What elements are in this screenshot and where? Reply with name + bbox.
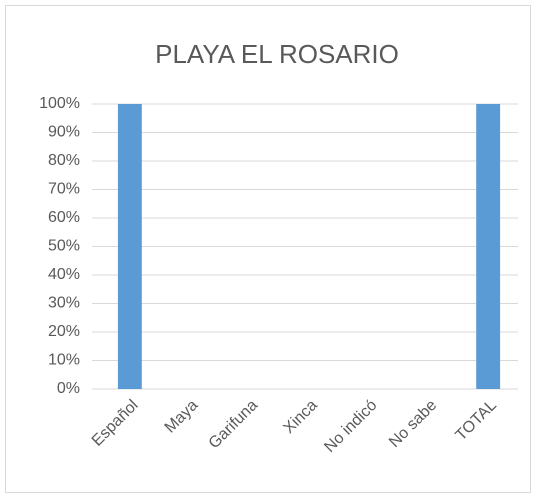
y-tick-label: 90% [48,124,80,141]
y-tick-label: 50% [48,238,80,255]
y-tick-label: 10% [48,352,80,369]
bar [117,104,142,389]
chart-title: PLAYA EL ROSARIO [155,39,399,69]
y-tick-label: 0% [57,380,80,397]
y-tick-label: 60% [48,209,80,226]
bar [476,104,501,389]
y-tick-label: 40% [48,266,80,283]
chart-border [5,5,531,493]
y-tick-label: 100% [39,95,80,112]
y-tick-label: 20% [48,323,80,340]
y-tick-label: 70% [48,181,80,198]
y-tick-label: 30% [48,295,80,312]
y-tick-label: 80% [48,152,80,169]
